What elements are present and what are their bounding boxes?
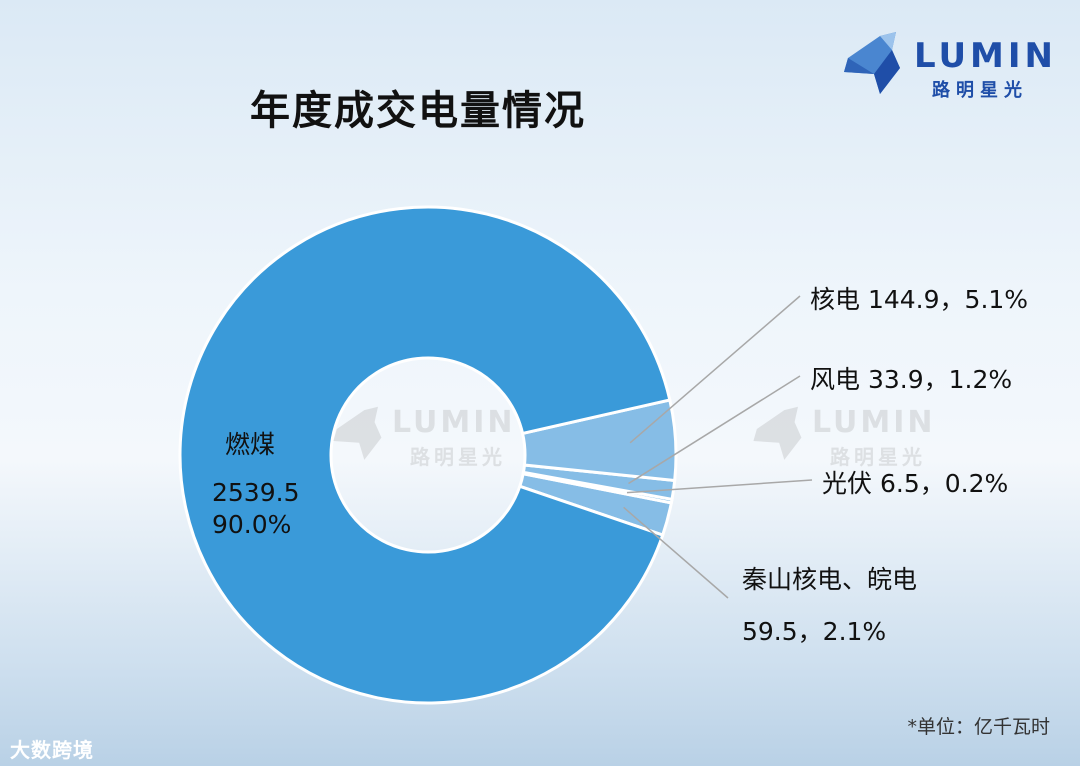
pie-slice-coal [178, 205, 672, 705]
watermark-star-icon [753, 406, 802, 460]
chart-title: 年度成交电量情况 [250, 88, 586, 134]
right-watermark: LUMIN 路明星光 [750, 405, 970, 485]
footer-brand: 大数跨境 [10, 738, 94, 762]
watermark-text-cn: 路明星光 [410, 445, 506, 469]
unit-note: *单位：亿千瓦时 [907, 716, 1050, 738]
watermark-text-en: LUMIN [392, 405, 516, 440]
slice-name-nuclear: 核电 [810, 285, 861, 314]
leader-line-wind [628, 375, 801, 485]
slice-value-coal: 2539.5 [212, 478, 300, 507]
slice-label-nuclear: 核电 144.9，5.1% [810, 280, 1028, 316]
leader-line-nuclear [629, 295, 801, 444]
slice-value-solar: 6.5，0.2% [879, 469, 1009, 498]
logo-text-cn: 路明星光 [932, 80, 1028, 101]
lumin-logo: LUMIN 路明星光 [840, 30, 1053, 101]
watermark-text-cn: 路明星光 [830, 445, 926, 469]
slice-percent-coal: 90.0% [212, 510, 292, 539]
watermark-star-icon [333, 406, 382, 460]
slice-value-qinshan: 59.5，2.1% [742, 617, 887, 646]
slice-value-wind: 33.9，1.2% [867, 365, 1013, 394]
slice-label-wind: 风电 33.9，1.2% [810, 360, 1012, 396]
lumin-star-icon [844, 32, 900, 94]
leader-line-solar [626, 479, 813, 494]
center-watermark: LUMIN 路明星光 [330, 405, 550, 485]
slice-label-solar: 光伏 6.5，0.2% [822, 464, 1008, 500]
slice-name-coal: 燃煤 [225, 430, 276, 459]
slice-value-nuclear: 144.9，5.1% [867, 285, 1029, 314]
leader-line-qinshan [623, 506, 729, 599]
logo-text-en: LUMIN [914, 36, 1058, 76]
slice-name-qinshan: 秦山核电、皖电 [742, 565, 918, 594]
slice-name-wind: 风电 [810, 365, 861, 394]
slice-name-solar: 光伏 [822, 469, 873, 498]
watermark-text-en: LUMIN [812, 405, 936, 440]
